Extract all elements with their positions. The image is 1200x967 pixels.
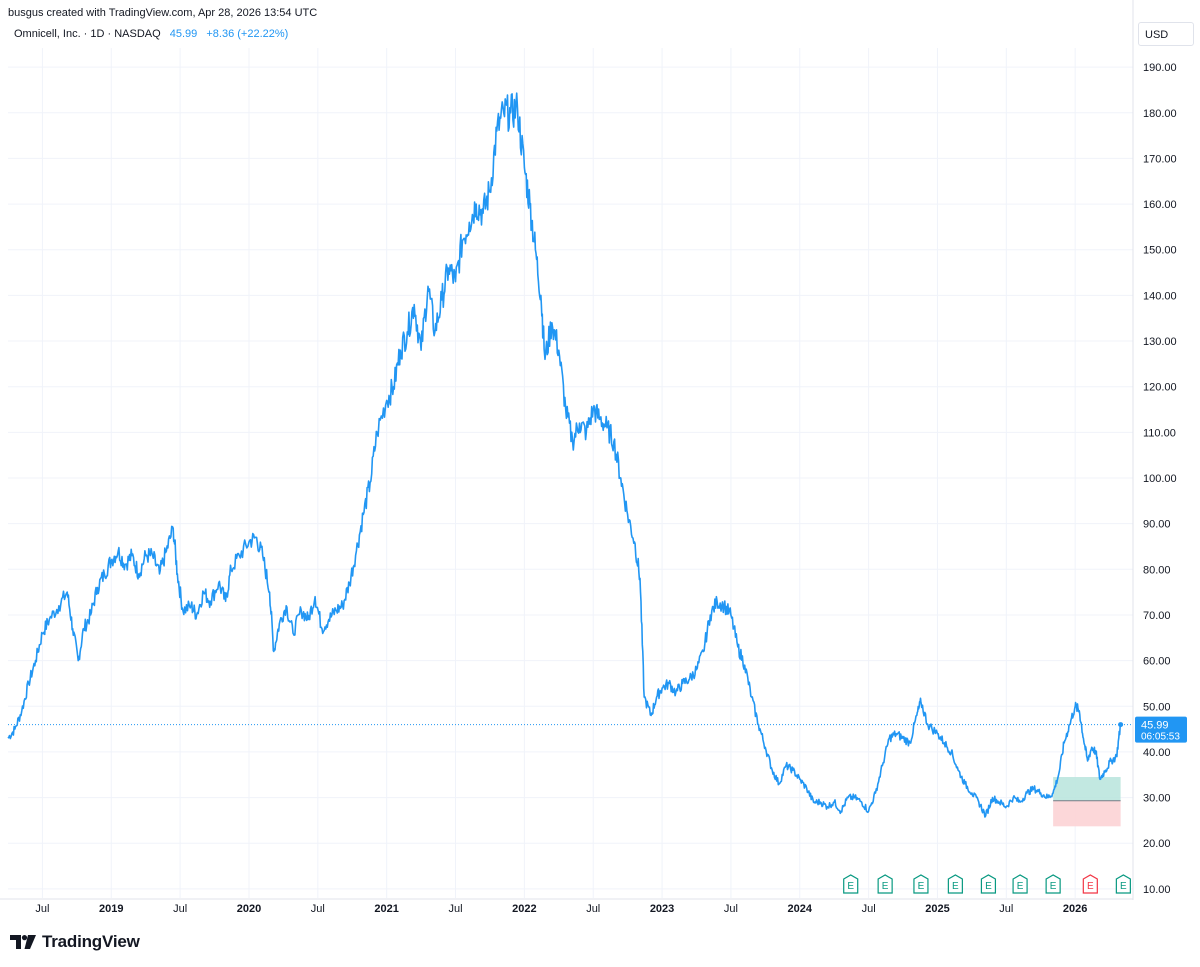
- x-tick-label: 2026: [1063, 903, 1087, 915]
- y-tick-label: 10.00: [1143, 884, 1171, 896]
- position-box: [1053, 777, 1121, 827]
- y-tick-label: 100.00: [1143, 473, 1177, 485]
- tradingview-logo[interactable]: TradingView: [10, 932, 140, 952]
- symbol-legend: Omnicell, Inc. · 1D · NASDAQ 45.99 +8.36…: [14, 28, 288, 40]
- y-tick-label: 170.00: [1143, 153, 1177, 165]
- earnings-badge: [1045, 874, 1061, 894]
- x-tick-label: Jul: [311, 903, 325, 915]
- earnings-marker[interactable]: E: [947, 874, 963, 894]
- earnings-label: E: [918, 881, 925, 892]
- y-tick-label: 90.00: [1143, 519, 1171, 531]
- symbol-title[interactable]: Omnicell, Inc. · 1D · NASDAQ: [14, 28, 161, 40]
- earnings-label: E: [1050, 881, 1057, 892]
- currency-button[interactable]: USD: [1138, 22, 1194, 46]
- x-tick-label: Jul: [999, 903, 1013, 915]
- x-tick-label: Jul: [173, 903, 187, 915]
- earnings-marker[interactable]: E: [980, 874, 997, 894]
- price-label-countdown: 06:05:53: [1141, 732, 1180, 743]
- earnings-marker[interactable]: E: [843, 874, 859, 894]
- earnings-marker[interactable]: E: [913, 874, 929, 894]
- x-tick-label: 2022: [512, 903, 536, 915]
- earnings-badge: [913, 874, 929, 894]
- last-price-dot: [1118, 722, 1124, 728]
- price-label-box: [1135, 716, 1187, 743]
- earnings-marker[interactable]: E: [1045, 874, 1061, 894]
- x-tick-label: 2021: [374, 903, 398, 915]
- x-tick-label: 2020: [237, 903, 261, 915]
- y-tick-label: 130.00: [1143, 336, 1177, 348]
- chart-credit: busgus created with TradingView.com, Apr…: [8, 7, 318, 19]
- earnings-label: E: [882, 881, 889, 892]
- y-tick-label: 20.00: [1143, 838, 1171, 850]
- tradingview-logo-icon: [10, 935, 36, 949]
- earnings-label: E: [1087, 881, 1094, 892]
- earnings-marker[interactable]: E: [1115, 874, 1131, 894]
- y-tick-label: 40.00: [1143, 747, 1171, 759]
- x-tick-label: Jul: [586, 903, 600, 915]
- earnings-marker[interactable]: E: [877, 874, 893, 894]
- y-tick-label: 150.00: [1143, 245, 1177, 257]
- earnings-label: E: [1017, 881, 1024, 892]
- earnings-badge: [1115, 874, 1131, 894]
- x-tick-label: 2023: [650, 903, 674, 915]
- earnings-marker[interactable]: E: [1012, 874, 1028, 894]
- x-tick-label: Jul: [448, 903, 462, 915]
- earnings-label: E: [1120, 881, 1127, 892]
- earnings-badge: [980, 874, 997, 894]
- y-tick-label: 110.00: [1143, 427, 1176, 439]
- earnings-badge: [877, 874, 893, 894]
- y-tick-label: 120.00: [1143, 382, 1177, 394]
- earnings-label: E: [952, 881, 959, 892]
- x-tick-label: Jul: [862, 903, 876, 915]
- loss-zone: [1053, 800, 1121, 827]
- earnings-badge: [843, 874, 859, 894]
- earnings-label: E: [985, 881, 992, 892]
- earnings-label: E: [847, 881, 854, 892]
- profit-zone: [1053, 777, 1121, 801]
- earnings-marker[interactable]: E: [1082, 874, 1098, 894]
- y-tick-label: 30.00: [1143, 793, 1171, 805]
- legend-price: 45.99: [169, 28, 198, 40]
- price-label-value: 45.99: [1141, 720, 1169, 732]
- price-line: [7, 92, 1122, 818]
- y-tick-label: 60.00: [1143, 656, 1171, 668]
- x-tick-label: Jul: [35, 903, 49, 915]
- y-tick-label: 80.00: [1143, 564, 1171, 576]
- y-tick-label: 160.00: [1143, 199, 1177, 211]
- y-tick-label: 180.00: [1143, 108, 1177, 120]
- y-tick-label: 190.00: [1143, 62, 1177, 74]
- legend-change: +8.36 (+22.22%): [206, 28, 289, 40]
- earnings-badge: [1082, 874, 1098, 894]
- y-tick-label: 50.00: [1143, 701, 1171, 713]
- x-tick-label: 2019: [99, 903, 123, 915]
- price-series: [7, 92, 1124, 818]
- time-axis: Jul 2019 Jul 2020 Jul 2021 Jul 2022 Jul 2023 Jul 20…: [0, 898, 1133, 915]
- x-tick-label: 2024: [788, 903, 813, 915]
- x-tick-label: Jul: [724, 903, 738, 915]
- earnings-badge: [947, 874, 963, 894]
- price-axis: 190.00 180.00 170.00 160.00 150.00 140.00 130.…: [1132, 0, 1177, 900]
- y-tick-label: 70.00: [1143, 610, 1171, 622]
- grid-lines: [8, 48, 1133, 898]
- earnings-badge: [1012, 874, 1028, 894]
- x-tick-label: 2025: [925, 903, 949, 915]
- brand-name: TradingView: [42, 932, 140, 951]
- y-tick-label: 140.00: [1143, 290, 1177, 302]
